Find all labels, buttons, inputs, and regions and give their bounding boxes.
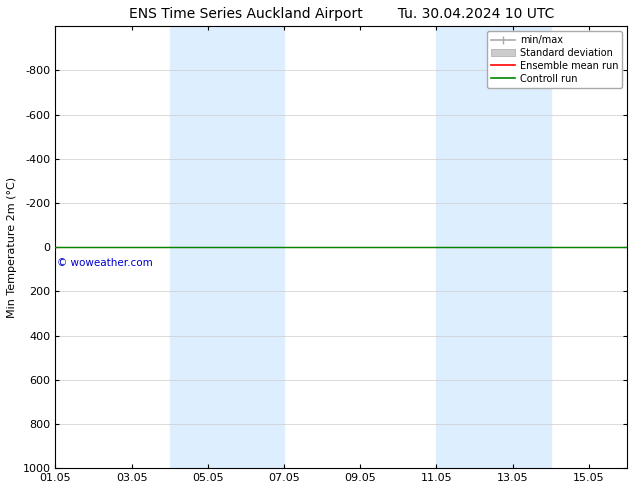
Text: © woweather.com: © woweather.com	[56, 258, 152, 269]
Bar	[170, 26, 284, 468]
Y-axis label: Min Temperature 2m (°C): Min Temperature 2m (°C)	[7, 177, 17, 318]
Title: ENS Time Series Auckland Airport        Tu. 30.04.2024 10 UTC: ENS Time Series Auckland Airport Tu. 30.…	[129, 7, 554, 21]
Legend: min/max, Standard deviation, Ensemble mean run, Controll run: min/max, Standard deviation, Ensemble me…	[487, 31, 622, 88]
Bar	[436, 26, 551, 468]
